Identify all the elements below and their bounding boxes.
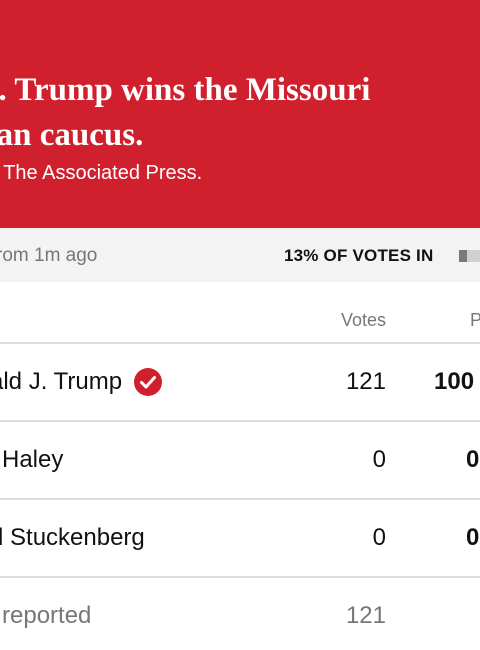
votes-in-label: 13% OF VOTES IN	[284, 246, 434, 265]
table-row: i Haley 0 0	[0, 422, 480, 500]
candidate-cell: i Haley	[0, 445, 63, 475]
candidate-name: d Stuckenberg	[0, 524, 145, 551]
candidate-cell: d Stuckenberg	[0, 523, 145, 553]
candidate-percent: 100	[434, 368, 475, 395]
candidate-percent: 0	[466, 524, 480, 551]
headline-line-2: can caucus.	[0, 117, 144, 153]
headline: J. Trump wins the Missouri can caucus.	[0, 68, 480, 158]
candidate-cell: ald J. Trump	[0, 367, 163, 397]
table-row: d Stuckenberg 0 0	[0, 500, 480, 578]
total-reported-votes: 121	[345, 602, 386, 629]
total-reported-label: l reported	[0, 602, 92, 629]
candidate-name: ald J. Trump	[0, 368, 123, 395]
candidate-name: i Haley	[0, 446, 64, 473]
table-header: Votes P	[0, 282, 480, 344]
votes-column-header: Votes	[340, 310, 386, 330]
candidate-percent: 0	[466, 446, 480, 473]
candidate-votes: 0	[372, 446, 386, 473]
candidate-votes: 121	[345, 368, 386, 395]
last-updated: rom 1m ago	[0, 245, 98, 266]
source-credit: y The Associated Press.	[0, 162, 203, 184]
headline-line-1: J. Trump wins the Missouri	[0, 72, 371, 108]
votes-in-progress-bar	[459, 250, 480, 262]
total-reported-row: l reported 121	[0, 578, 480, 650]
table-row: ald J. Trump 121 100	[0, 344, 480, 422]
results-table: Votes P ald J. Trump 121 100 i Haley 0 0…	[0, 282, 480, 650]
check-circle-icon	[134, 368, 163, 396]
percent-column-header: P	[470, 310, 480, 330]
votes-in-progress-fill	[459, 250, 467, 262]
candidate-votes: 0	[372, 524, 386, 551]
status-bar: rom 1m ago 13% OF VOTES IN	[0, 228, 480, 282]
results-banner: J. Trump wins the Missouri can caucus. y…	[0, 0, 480, 228]
